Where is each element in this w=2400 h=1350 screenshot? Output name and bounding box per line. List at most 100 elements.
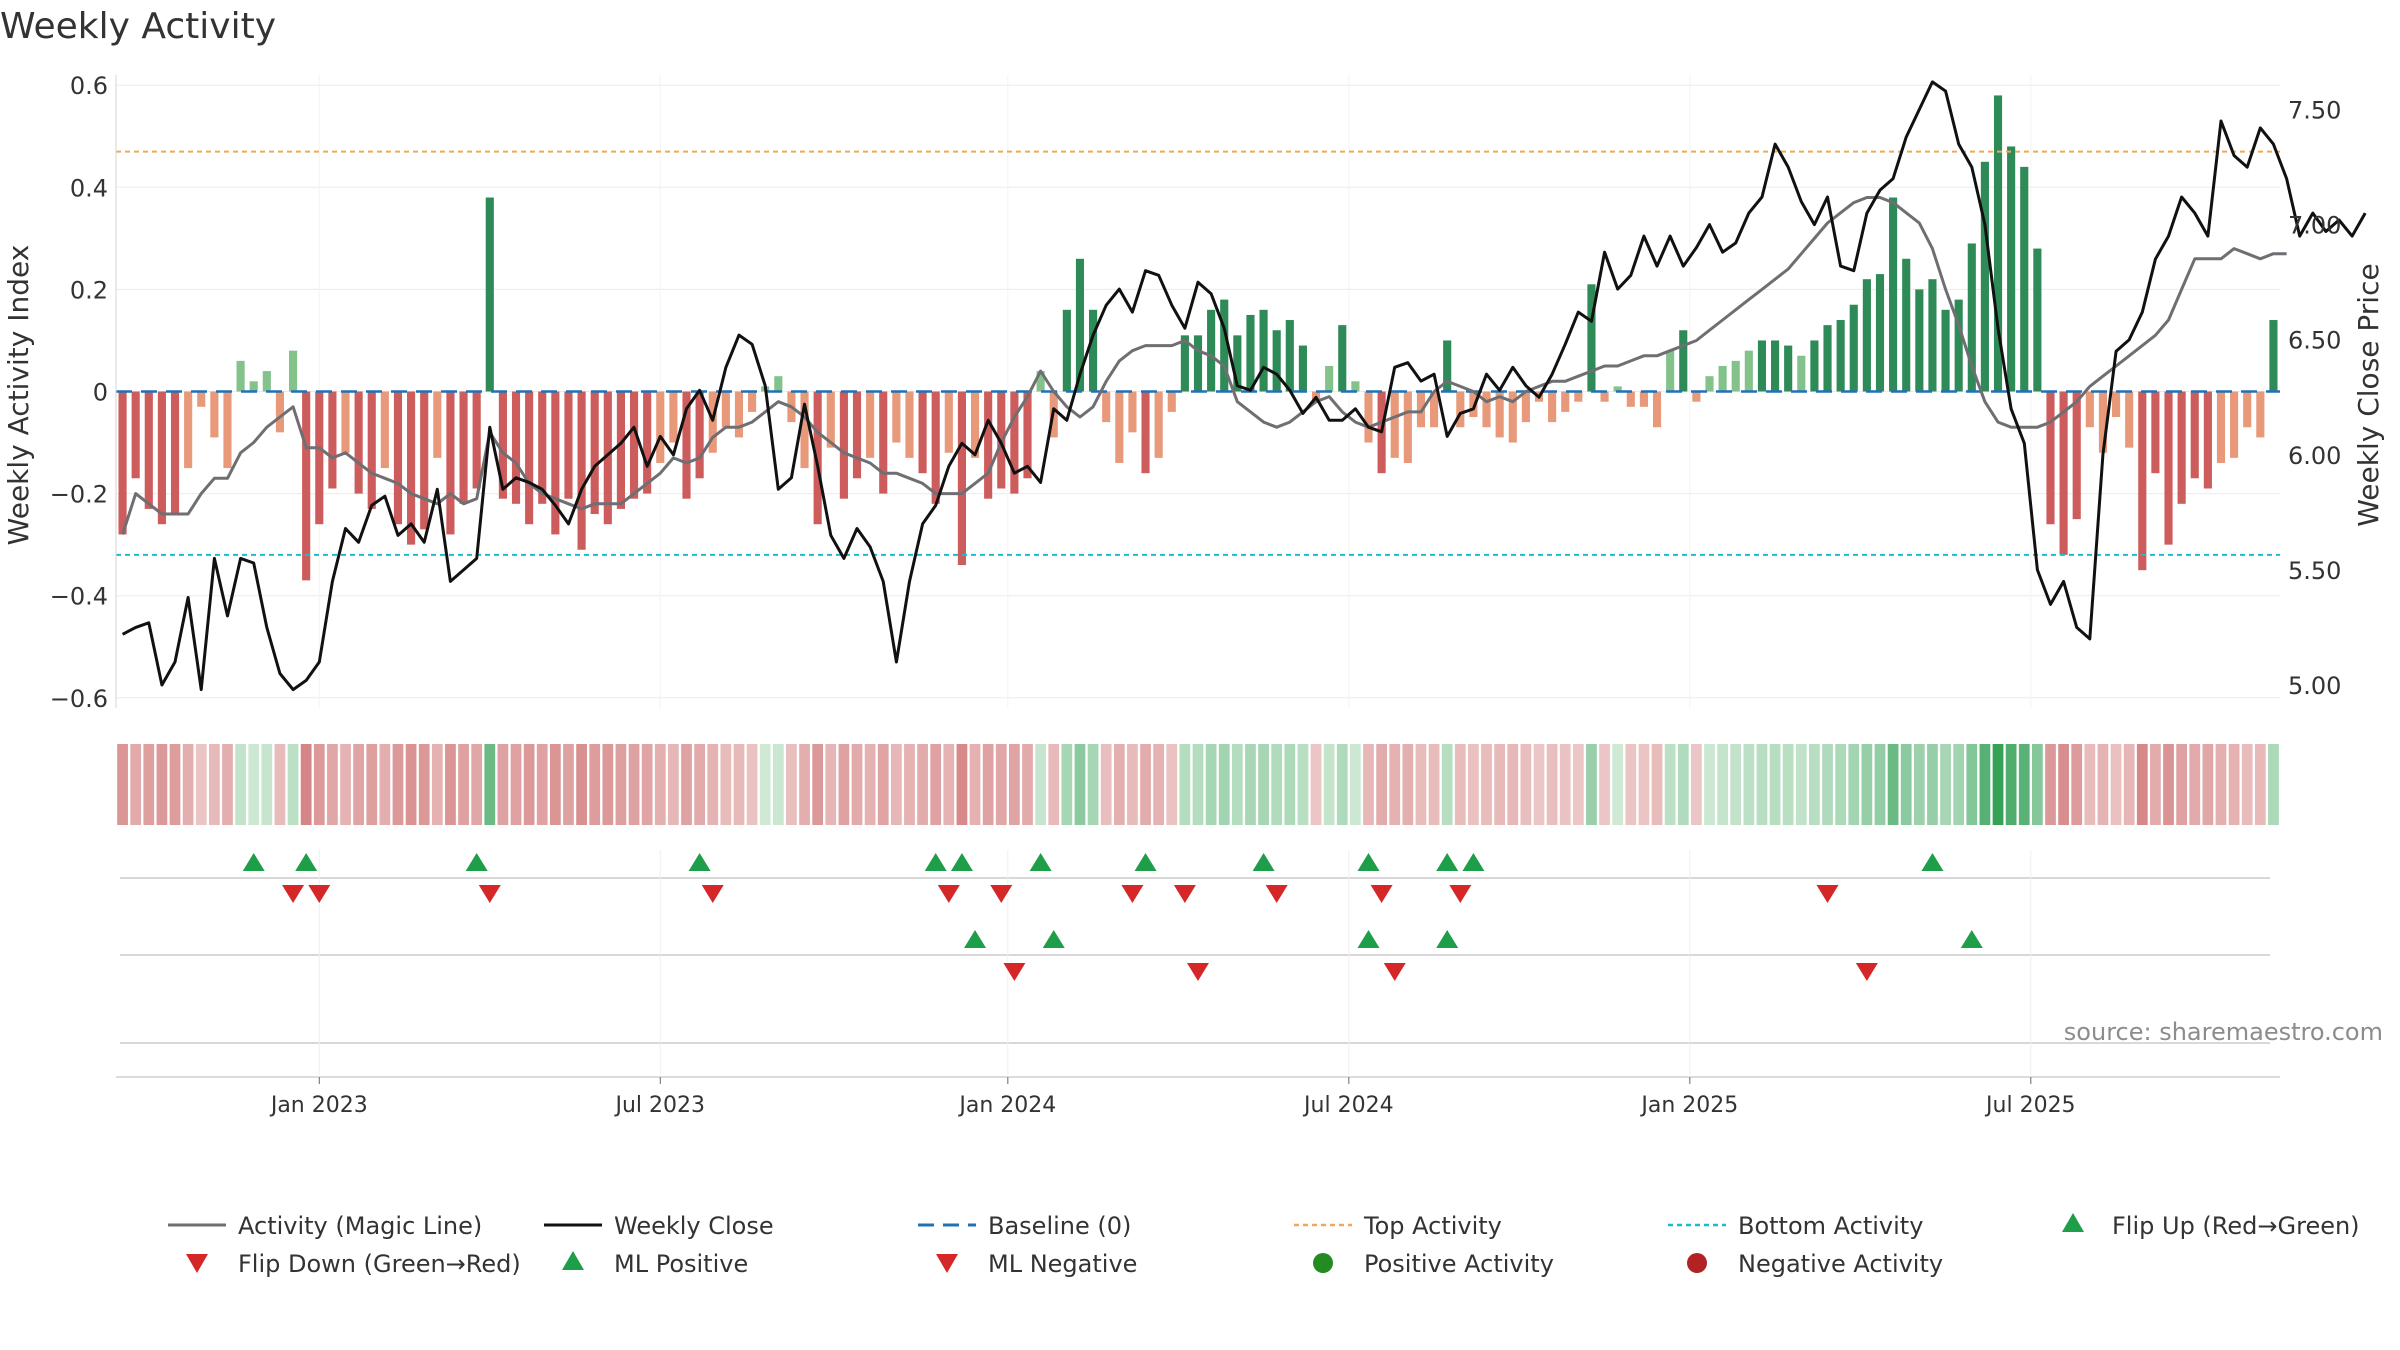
- triangle-down-icon: [186, 1254, 208, 1273]
- activity-bar: [1810, 340, 1819, 392]
- heat-cell: [904, 744, 915, 825]
- y-tick-label: 0.4: [70, 174, 108, 202]
- heat-cell: [733, 744, 745, 825]
- heat-cell: [392, 744, 404, 825]
- triangle-up-icon: [1436, 853, 1459, 871]
- legend: Activity (Magic Line) Weekly Close Basel…: [168, 1212, 2360, 1278]
- heat-cell: [615, 744, 627, 825]
- activity-bar: [1757, 340, 1767, 392]
- activity-bar: [2269, 320, 2278, 392]
- heat-cell: [1809, 744, 1820, 825]
- heat-cell: [890, 744, 902, 825]
- legend-label-bottom-activity: Bottom Activity: [1738, 1212, 1923, 1240]
- heat-cell: [261, 744, 273, 825]
- activity-bar: [2164, 391, 2173, 545]
- activity-bar: [2203, 391, 2212, 489]
- activity-bar: [1272, 330, 1281, 392]
- activity-bar: [1325, 365, 1334, 392]
- activity-bars: [118, 95, 2278, 581]
- heat-cell: [1690, 744, 1702, 825]
- activity-bar: [1902, 258, 1911, 392]
- heat-cell: [589, 744, 601, 825]
- activity-bar: [1154, 391, 1163, 458]
- activity-bar: [1364, 391, 1373, 443]
- heat-cell: [1179, 744, 1191, 825]
- heat-cell: [877, 744, 889, 825]
- heat-cell: [2005, 744, 2017, 825]
- heat-cell: [1231, 744, 1243, 825]
- heat-cell: [2097, 744, 2109, 825]
- triangle-up-icon: [1029, 853, 1052, 871]
- legend-item-baseline: Baseline (0): [918, 1212, 1131, 1240]
- triangle-down-icon: [308, 885, 331, 903]
- legend-item-positive-activity: Positive Activity: [1313, 1250, 1554, 1278]
- triangle-down-icon: [282, 885, 305, 903]
- heat-cell: [786, 744, 797, 825]
- activity-bar: [2190, 391, 2199, 479]
- heat-cell: [1494, 744, 1506, 825]
- activity-bar: [1180, 335, 1189, 392]
- heat-cell: [2084, 744, 2096, 825]
- activity-bar: [144, 391, 153, 509]
- activity-bar: [2020, 166, 2029, 392]
- triangle-up-icon: [1357, 853, 1380, 871]
- activity-bar: [459, 391, 468, 504]
- triangle-down-icon: [1187, 963, 1209, 981]
- activity-bar: [970, 391, 980, 458]
- heat-cell: [1651, 744, 1663, 825]
- activity-heat-strip: [117, 744, 2279, 825]
- heat-cell: [2110, 744, 2122, 825]
- heat-cell: [156, 744, 168, 825]
- triangle-down-icon: [1855, 963, 1878, 981]
- heat-cell: [418, 744, 430, 825]
- heat-cell: [2189, 744, 2201, 825]
- heat-cell: [1454, 744, 1466, 825]
- activity-bar: [472, 391, 481, 489]
- heat-cell: [2123, 744, 2135, 825]
- y-right-tick-label: 6.50: [2288, 327, 2341, 355]
- heat-cell: [1992, 744, 2004, 825]
- triangle-down-icon: [1121, 885, 1144, 903]
- activity-bar: [302, 391, 311, 581]
- x-tick-label: Jan 2023: [269, 1093, 368, 1118]
- activity-bar: [734, 391, 744, 438]
- activity-bar: [262, 371, 271, 392]
- triangle-down-icon: [990, 885, 1013, 903]
- activity-bar: [1915, 289, 1924, 392]
- y-tick-label: −0.6: [50, 685, 108, 713]
- activity-bar: [538, 391, 547, 504]
- heat-cell: [1205, 744, 1217, 825]
- activity-bar: [551, 391, 560, 535]
- heat-cell: [208, 744, 220, 825]
- heat-cell: [1468, 744, 1479, 825]
- activity-bar: [1836, 320, 1845, 392]
- activity-bar: [682, 391, 691, 499]
- triangle-down-icon: [1449, 885, 1472, 903]
- activity-bar: [288, 350, 298, 392]
- triangle-up-icon: [2062, 1213, 2084, 1232]
- circle-icon: [1687, 1253, 1707, 1273]
- heat-cell: [1061, 744, 1073, 825]
- activity-bar: [721, 391, 730, 428]
- triangle-down-icon: [1816, 885, 1839, 903]
- heat-cell: [943, 744, 955, 825]
- activity-bar: [341, 391, 350, 453]
- activity-bar: [643, 391, 652, 494]
- heat-cell: [1297, 744, 1309, 825]
- heat-cell: [1953, 744, 1965, 825]
- x-tick-label: Jul 2024: [1302, 1093, 1394, 1118]
- activity-bar: [1718, 365, 1727, 392]
- heat-cell: [1389, 744, 1401, 825]
- heat-cell: [1940, 744, 1951, 825]
- activity-bar: [407, 391, 416, 545]
- activity-bar: [2085, 391, 2094, 428]
- activity-bar: [1089, 309, 1098, 392]
- x-tick-label: Jan 2025: [1639, 1093, 1738, 1118]
- heat-cell: [1966, 744, 1978, 825]
- activity-bar: [380, 391, 389, 469]
- triangle-up-icon: [562, 1251, 584, 1270]
- heat-cell: [1166, 744, 1178, 825]
- y-tick-label: −0.4: [50, 583, 108, 611]
- activity-bar: [1967, 243, 1976, 392]
